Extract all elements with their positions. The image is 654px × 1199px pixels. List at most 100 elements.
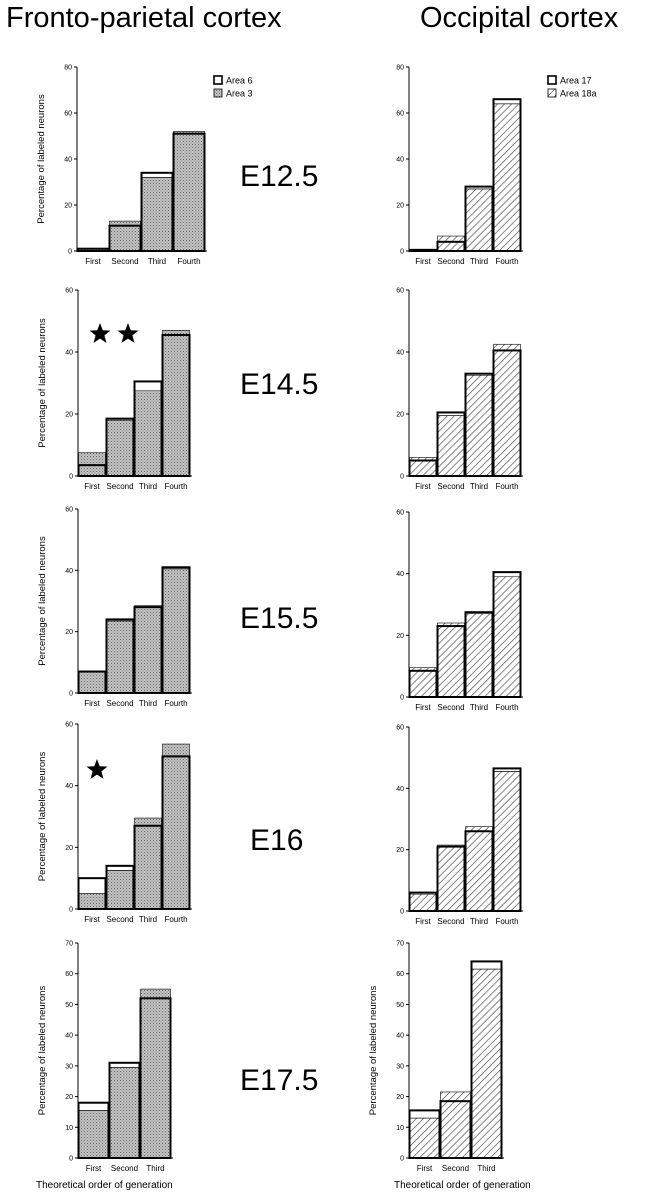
y-tick-label: 20 <box>396 412 404 419</box>
bar-area-3-fourth <box>162 568 190 694</box>
bar-area-18a-fourth <box>493 771 521 912</box>
y-tick-label: 40 <box>64 157 72 164</box>
x-tick-label-first: First <box>84 915 100 924</box>
y-tick-label: 40 <box>396 157 404 164</box>
bar-area-17-fourth <box>492 767 522 913</box>
bar-area-18a-second <box>437 622 465 698</box>
y-tick-label: 20 <box>65 1094 73 1101</box>
x-tick-label-third: Third <box>470 482 488 491</box>
stage-label-e14-5: E14.5 <box>240 368 319 401</box>
x-tick-label-fourth: Fourth <box>495 703 518 712</box>
x-tick-label-second: Second <box>106 482 133 491</box>
x-tick-label-fourth: Fourth <box>177 257 200 266</box>
column-title-fronto-parietal: Fronto-parietal cortex <box>6 2 282 34</box>
y-tick-label: 60 <box>396 510 404 517</box>
legend: Area 17 Area 18a <box>547 75 597 99</box>
y-tick-label: 0 <box>69 474 73 481</box>
bar-area-3-first <box>78 1110 109 1159</box>
x-tick-label-second: Second <box>437 482 464 491</box>
y-tick-label: 0 <box>400 909 404 916</box>
y-axis-label: Percentage of labeled neurons <box>37 752 48 882</box>
y-tick-label: 0 <box>69 691 73 698</box>
y-tick-label: 40 <box>396 1033 404 1040</box>
stage-label-e17-5: E17.5 <box>240 1064 319 1097</box>
x-tick-label-third: Third <box>477 1164 495 1173</box>
chart-e15-5-fronto: 0 20 40 60 Percentage of labeled neurons Firs… <box>37 507 192 708</box>
bar-gap-first <box>409 1110 440 1119</box>
y-tick-label: 10 <box>65 1125 73 1132</box>
y-tick-label: 60 <box>65 507 73 514</box>
y-tick-label: 60 <box>396 725 404 732</box>
y-tick-label: 80 <box>396 65 404 72</box>
y-tick-label: 60 <box>65 288 73 295</box>
y-tick-label: 0 <box>400 695 404 702</box>
legend-swatch-area-3 <box>213 88 223 98</box>
y-tick-label: 20 <box>396 847 404 854</box>
y-tick-label: 50 <box>396 1002 404 1009</box>
y-tick-label: 20 <box>65 629 73 636</box>
x-tick-label-first: First <box>85 257 101 266</box>
chart-e16-fronto: 0 20 40 60 Percentage of labeled neurons Firs… <box>37 722 192 924</box>
bar-gap-second <box>437 412 465 416</box>
bar-area-3-third <box>134 390 162 477</box>
y-tick-label: 60 <box>64 111 72 118</box>
bar-area-3-fourth <box>162 329 190 477</box>
bar-area-17-third <box>470 960 503 1160</box>
y-tick-label: 80 <box>64 65 72 72</box>
bar-gap-first <box>78 878 106 894</box>
y-tick-label: 20 <box>65 845 73 852</box>
bar-gap-fourth <box>493 99 521 104</box>
chart-e15-5-occipital: 0 20 40 60 First Second Third Fourth <box>396 510 523 712</box>
legend-label-area-17: Area 17 <box>560 76 592 86</box>
stage-label-e15-5: E15.5 <box>240 602 319 635</box>
bar-area-18a-second <box>437 415 465 477</box>
bar-gap-third <box>465 186 493 189</box>
stage-label-e16: E16 <box>250 824 304 857</box>
bar-area-6-fourth <box>161 755 191 910</box>
chart-e12-5-fronto: 0 20 40 60 80 Percentage of labeled neurons Fi… <box>36 65 253 267</box>
y-tick-label: 20 <box>396 633 404 640</box>
y-tick-label: 20 <box>65 412 73 419</box>
x-tick-label-second: Second <box>106 699 133 708</box>
bar-area-18a-third <box>471 968 502 1159</box>
legend: Area 6 Area 3 <box>213 75 253 99</box>
y-axis-label: Percentage of labeled neurons <box>37 318 48 448</box>
chart-e17-5-occipital: 0 10 20 30 40 50 60 70 Percentage of labeled neu… <box>368 941 504 1173</box>
bar-area-18a-first <box>409 667 437 698</box>
x-tick-label-second: Second <box>111 1164 138 1173</box>
x-tick-label-second: Second <box>442 1164 469 1173</box>
y-tick-label: 30 <box>65 1063 73 1070</box>
y-tick-label: 0 <box>400 1156 404 1163</box>
legend-label-area-6: Area 6 <box>226 76 253 86</box>
y-tick-label: 70 <box>396 941 404 948</box>
x-axis-title-right: Theoretical order of generation <box>394 1180 531 1191</box>
bar-area-3-third <box>141 177 173 252</box>
y-tick-label: 0 <box>68 249 72 256</box>
stage-label-e12-5: E12.5 <box>240 160 319 193</box>
x-tick-label-third: Third <box>470 917 488 926</box>
y-tick-label: 40 <box>65 350 73 357</box>
y-tick-label: 60 <box>396 288 404 295</box>
bar-area-3-fourth <box>173 131 205 252</box>
y-tick-label: 0 <box>400 474 404 481</box>
bar-area-3-second <box>106 419 134 477</box>
x-tick-label-second: Second <box>437 917 464 926</box>
bar-area-18a-fourth <box>493 576 521 698</box>
y-tick-label: 60 <box>65 722 73 729</box>
bar-gap-fourth <box>493 768 521 772</box>
y-tick-label: 30 <box>396 1063 404 1070</box>
bar-area-6-fourth <box>172 132 206 252</box>
significance-star <box>117 323 139 343</box>
chart-e14-5-fronto: 0 20 40 60 Percentage of labeled neurons Firs… <box>37 288 192 491</box>
y-tick-label: 20 <box>396 203 404 210</box>
x-tick-label-third: Third <box>470 257 488 266</box>
bar-area-18a-first <box>409 1117 440 1159</box>
bar-area-17-first <box>408 248 438 253</box>
column-title-occipital: Occipital cortex <box>420 2 619 34</box>
x-tick-label-second: Second <box>106 915 133 924</box>
y-tick-label: 40 <box>65 783 73 790</box>
chart-e17-5-fronto: 0 10 20 30 40 50 60 70 Percentage of labeled neu… <box>37 941 173 1173</box>
bar-gap-third <box>471 961 502 970</box>
x-tick-label-second: Second <box>111 257 138 266</box>
x-tick-label-third: Third <box>139 699 157 708</box>
